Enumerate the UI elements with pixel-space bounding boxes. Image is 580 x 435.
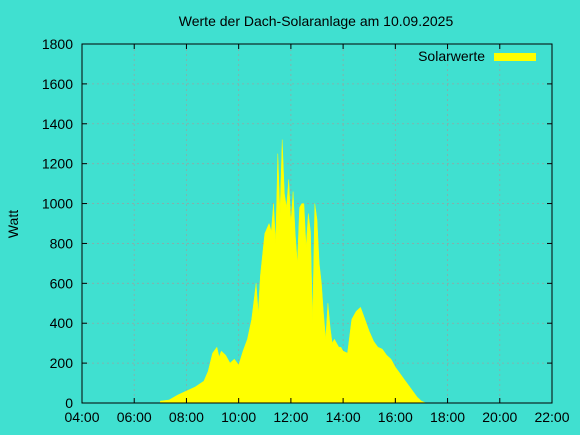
x-tick-label: 22:00 <box>534 409 569 425</box>
x-tick-label: 14:00 <box>326 409 361 425</box>
x-tick-label: 06:00 <box>117 409 152 425</box>
legend: Solarwerte <box>418 48 536 64</box>
y-tick-label: 1400 <box>42 116 73 132</box>
series-layer <box>160 139 483 404</box>
y-tick-label: 400 <box>50 315 74 331</box>
chart-title: Werte der Dach-Solaranlage am 10.09.2025 <box>179 13 454 29</box>
series-area-solarwerte <box>160 139 483 404</box>
x-tick-label: 16:00 <box>378 409 413 425</box>
y-tick-label: 1800 <box>42 36 73 52</box>
x-tick-label: 08:00 <box>169 409 204 425</box>
x-tick-label: 04:00 <box>64 409 99 425</box>
y-tick-label: 1000 <box>42 196 73 212</box>
tick-layer: 04:00 06:00 08:00 10:00 12:00 14:00 16:00 18:00… <box>42 36 570 425</box>
y-tick-label: 0 <box>65 395 73 411</box>
y-tick-label: 800 <box>50 235 74 251</box>
x-tick-label: 12:00 <box>273 409 308 425</box>
y-axis-label: Watt <box>5 210 21 238</box>
plot-frame <box>81 43 553 404</box>
legend-swatch <box>494 53 536 61</box>
y-tick-label: 1200 <box>42 156 73 172</box>
y-tick-label: 600 <box>50 275 74 291</box>
y-tick-label: 1600 <box>42 76 73 92</box>
x-tick-label: 18:00 <box>430 409 465 425</box>
x-tick-label: 20:00 <box>482 409 517 425</box>
legend-label: Solarwerte <box>418 48 485 64</box>
y-tick-label: 200 <box>50 355 74 371</box>
x-tick-label: 10:00 <box>221 409 256 425</box>
